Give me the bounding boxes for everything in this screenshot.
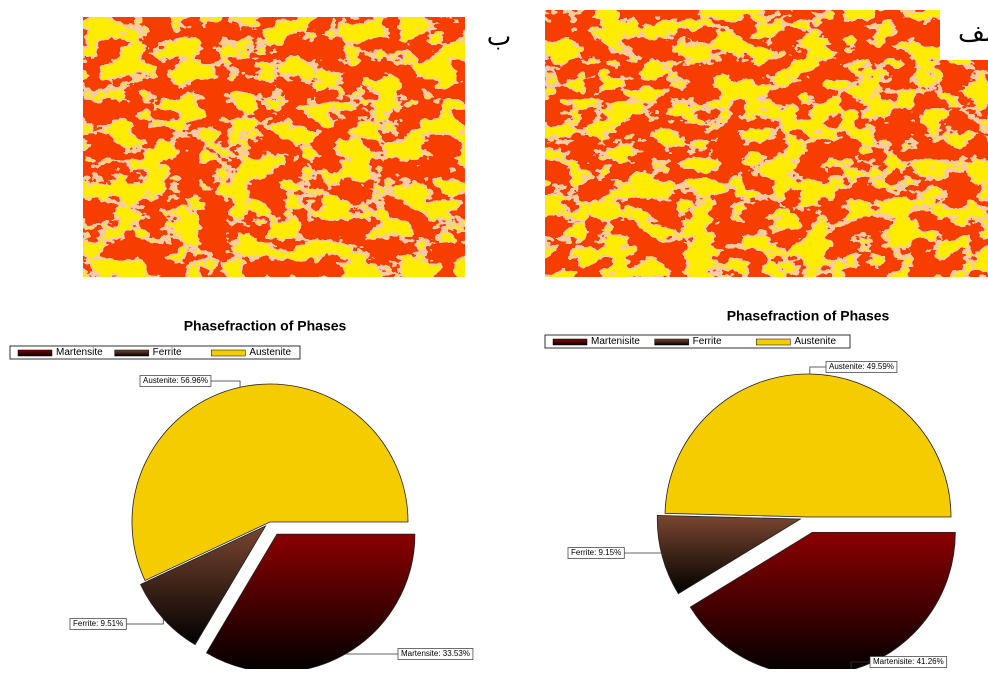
legend-swatch xyxy=(211,350,245,356)
legend-swatch xyxy=(553,339,587,345)
label-clip: الف xyxy=(958,18,988,48)
data-label: Martenisite: 41.26% xyxy=(873,657,944,666)
panel-label: الف xyxy=(958,18,988,48)
leader-line xyxy=(810,367,826,374)
legend-label: Ferrite xyxy=(153,347,182,358)
legend-label: Martensite xyxy=(56,347,103,358)
legend-label: Austenite xyxy=(794,336,836,347)
chart-title: Phasefraction of Phases xyxy=(727,308,890,324)
figure: ب الف Phasefraction of Phases Martensite F… xyxy=(0,0,988,669)
pie-slice xyxy=(665,374,951,517)
legend-swatch xyxy=(655,339,689,345)
legend-swatch xyxy=(115,350,149,356)
panel-label: ب xyxy=(487,22,511,52)
data-label: Ferrite: 9.51% xyxy=(73,619,123,628)
data-label: Austenite: 56.96% xyxy=(143,376,208,385)
data-label: Austenite: 49.59% xyxy=(829,362,894,371)
legend-label: Martenisite xyxy=(591,336,640,347)
micrograph xyxy=(83,17,465,277)
legend-label: Austenite xyxy=(249,347,291,358)
data-label: Martensite: 33.53% xyxy=(401,649,470,658)
legend-swatch xyxy=(756,339,790,345)
legend-label: Ferrite xyxy=(693,336,722,347)
legend-swatch xyxy=(18,350,52,356)
data-label: Ferrite: 9.15% xyxy=(571,548,621,557)
micrograph xyxy=(545,10,988,277)
chart-title: Phasefraction of Phases xyxy=(184,318,347,334)
